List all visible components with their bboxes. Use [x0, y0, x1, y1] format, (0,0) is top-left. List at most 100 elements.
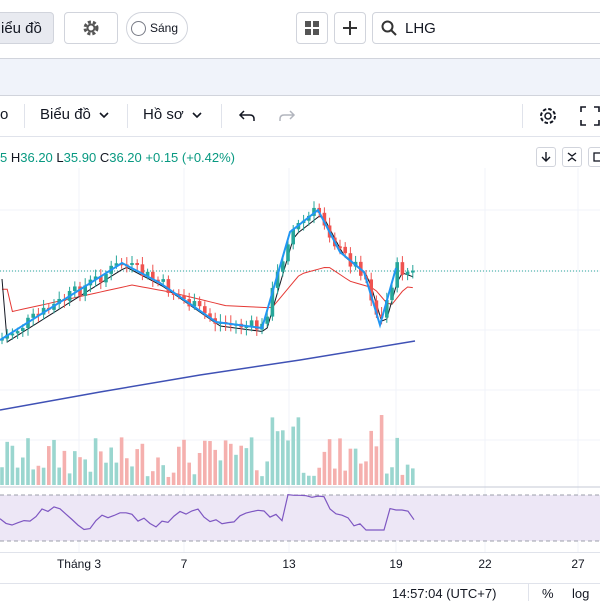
- volume-bar: [109, 447, 113, 485]
- volume-bar: [312, 475, 316, 485]
- settings-gear-icon[interactable]: [538, 106, 558, 126]
- candle-body: [10, 333, 15, 336]
- candle-body: [265, 316, 269, 324]
- clock-readout[interactable]: 14:57:04 (UTC+7): [392, 586, 497, 601]
- interval-menu-partial[interactable]: o: [0, 106, 9, 123]
- log-toggle[interactable]: log: [572, 586, 590, 601]
- volume-bar: [10, 445, 15, 485]
- candle-body: [114, 263, 119, 266]
- candle-body: [151, 271, 155, 280]
- volume-bar: [0, 467, 4, 485]
- volume-bar: [83, 459, 87, 485]
- grid-icon: [305, 21, 319, 35]
- divider: [127, 104, 128, 128]
- time-label: 19: [389, 557, 403, 571]
- redo-icon[interactable]: [278, 108, 296, 124]
- scroll-down-button[interactable]: [536, 147, 556, 167]
- candle-body: [286, 244, 290, 262]
- fullscreen-icon[interactable]: [580, 106, 600, 126]
- candle-body: [83, 285, 87, 296]
- candle-body: [374, 300, 379, 315]
- volume-bar: [130, 466, 134, 485]
- zigzag-pattern-drawing[interactable]: [0, 208, 397, 341]
- volume-bar: [177, 446, 181, 485]
- volume-bar: [47, 446, 51, 485]
- candle-body: [322, 212, 327, 226]
- volume-bar: [405, 464, 410, 485]
- close-label: C: [99, 150, 110, 165]
- volume-bar: [104, 462, 108, 485]
- collapse-icon: [567, 152, 577, 162]
- candle-body: [281, 261, 285, 272]
- percent-toggle[interactable]: %: [542, 586, 554, 601]
- price-chart[interactable]: [0, 168, 600, 552]
- volume-bar: [161, 465, 165, 485]
- volume-bar: [78, 457, 82, 485]
- time-axis[interactable]: Tháng 3 7 13 19 22 27: [0, 552, 600, 577]
- collapse-button[interactable]: [562, 147, 582, 167]
- settings-button[interactable]: [64, 12, 118, 44]
- volume-bar: [114, 462, 119, 485]
- volume-bar: [333, 468, 337, 485]
- volume-bar: [171, 472, 176, 485]
- candle-body: [31, 313, 35, 318]
- layout-grid-button[interactable]: [296, 12, 328, 44]
- volume-bar: [338, 438, 342, 485]
- search-value: LHG: [405, 19, 436, 37]
- volume-bar: [151, 471, 155, 485]
- time-label: 7: [180, 557, 188, 571]
- candle-body: [255, 320, 259, 330]
- candle-body: [145, 271, 150, 276]
- volume-bar: [125, 458, 129, 485]
- search-icon: [381, 20, 397, 36]
- candle-body: [270, 287, 275, 317]
- time-label: Tháng 3: [56, 557, 102, 571]
- candle-body: [411, 270, 415, 273]
- candle-body: [400, 262, 405, 275]
- add-symbol-button[interactable]: [334, 12, 366, 44]
- volume-bar: [213, 449, 217, 485]
- fast-moving-average-line: [1, 215, 413, 343]
- volume-bar: [390, 467, 394, 485]
- volume-bar: [203, 440, 207, 485]
- volume-bar: [239, 445, 243, 485]
- volume-bar: [93, 438, 98, 485]
- volume-bar: [197, 452, 202, 485]
- chart-type-menu[interactable]: Biểu đồ: [40, 106, 109, 123]
- status-bar: 14:57:04 (UTC+7) % log: [0, 583, 600, 601]
- candle-body: [57, 298, 61, 304]
- volume-bar: [145, 476, 150, 485]
- volume-bar: [73, 451, 77, 485]
- mid-moving-average-line: [2, 266, 413, 313]
- candle-body: [78, 286, 82, 296]
- candlesticks: [0, 201, 415, 345]
- symbol-search-input[interactable]: LHG: [372, 12, 600, 44]
- candle-body: [405, 271, 410, 275]
- time-label: 22: [478, 557, 492, 571]
- rsi-line: [0, 493, 415, 531]
- volume-bar: [52, 439, 56, 485]
- candle-body: [41, 307, 46, 315]
- volume-bar: [119, 437, 124, 485]
- volume-bar: [260, 476, 264, 485]
- volume-bars: [0, 415, 415, 485]
- undo-icon[interactable]: [238, 108, 256, 124]
- candle-body: [171, 292, 176, 295]
- divider: [221, 104, 222, 128]
- candle-body: [161, 279, 165, 282]
- candle-body: [15, 331, 20, 334]
- volume-bar: [364, 461, 368, 485]
- profile-menu[interactable]: Hồ sơ: [143, 106, 202, 123]
- maximize-pane-button[interactable]: [588, 147, 600, 167]
- volume-bar: [411, 468, 415, 485]
- volume-bar: [41, 467, 46, 485]
- chart-tab-button[interactable]: iểu đồ: [0, 12, 54, 44]
- volume-bar: [218, 460, 223, 485]
- top-bar: iểu đồ Sáng LHG: [0, 0, 600, 59]
- theme-toggle[interactable]: Sáng: [126, 12, 188, 44]
- volume-bar: [291, 426, 295, 485]
- volume-bar: [234, 454, 238, 485]
- candle-body: [93, 276, 98, 280]
- volume-bar: [57, 467, 61, 485]
- time-label: 13: [282, 557, 296, 571]
